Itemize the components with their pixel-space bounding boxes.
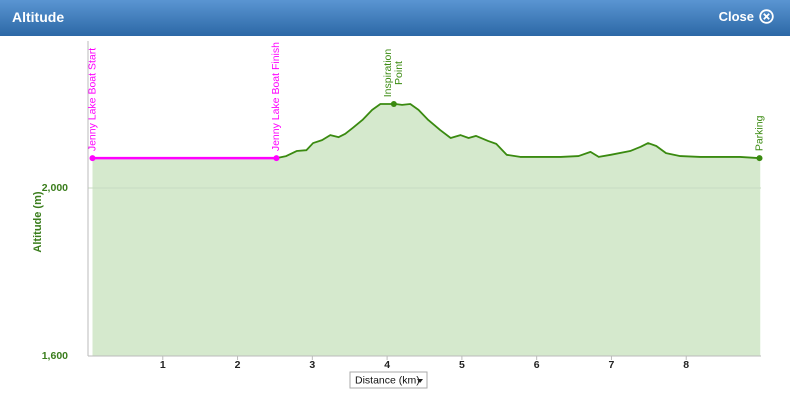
profile-line bbox=[276, 103, 761, 160]
close-button[interactable]: Close bbox=[719, 9, 774, 24]
annotation-point bbox=[273, 155, 280, 162]
x-tick-label: 2 bbox=[235, 359, 241, 371]
x-tick-label: 7 bbox=[609, 359, 615, 371]
y-tick-label: 2,000 bbox=[42, 182, 68, 194]
annotation-label: Jenny Lake Boat Start bbox=[86, 48, 98, 151]
dialog-title: Altitude bbox=[12, 9, 65, 25]
annotation-point bbox=[89, 155, 96, 162]
annotation-label: Inspiration bbox=[382, 49, 394, 98]
dialog-header: Altitude Close bbox=[0, 0, 790, 36]
x-tick-label: 8 bbox=[683, 359, 689, 371]
chart: Altitude (m) Distance (km) 1,600 2,000 1 2 3… bbox=[32, 41, 765, 389]
dropdown-box[interactable] bbox=[349, 371, 428, 389]
x-tick-label: 3 bbox=[309, 359, 315, 371]
annotation-point bbox=[756, 155, 763, 162]
y-axis-label: Altitude (m) bbox=[32, 191, 44, 252]
x-tick-label: 1 bbox=[160, 359, 166, 371]
area-fill bbox=[92, 104, 761, 356]
close-icon[interactable] bbox=[759, 9, 774, 24]
annotation-label: Jenny Lake Boat Finish bbox=[270, 42, 282, 151]
x-axis-label[interactable]: Distance (km) bbox=[355, 374, 420, 386]
x-tick-label: 6 bbox=[534, 359, 540, 371]
plot-area bbox=[88, 103, 761, 357]
dropdown-arrow[interactable] bbox=[417, 379, 423, 383]
x-tick-label: 5 bbox=[459, 359, 465, 371]
annotation-point bbox=[390, 101, 397, 107]
annotation-label: Point bbox=[393, 61, 405, 85]
y-tick-label: 1,600 bbox=[42, 350, 68, 362]
close-label[interactable]: Close bbox=[718, 9, 754, 24]
x-tick-label: 4 bbox=[384, 359, 390, 371]
x-axis-dropdown[interactable]: Distance (km) bbox=[349, 371, 428, 389]
annotation-label: Parking bbox=[753, 115, 765, 151]
